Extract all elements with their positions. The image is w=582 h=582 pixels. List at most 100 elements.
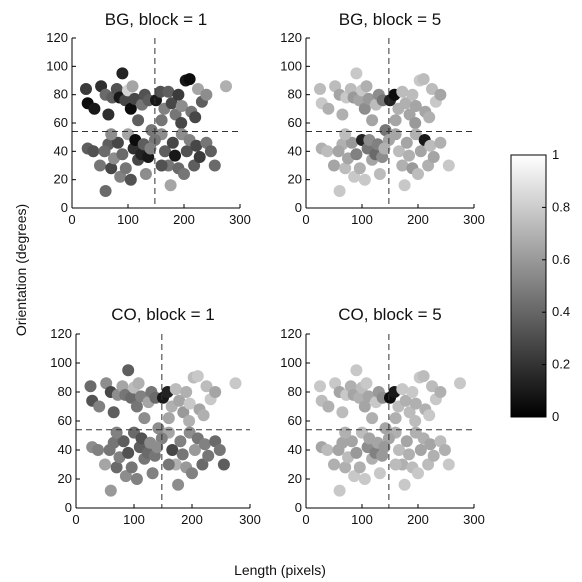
data-point	[406, 386, 419, 398]
data-point	[188, 444, 201, 456]
data-point	[162, 85, 175, 98]
y-tick-label: 0	[295, 200, 302, 215]
y-tick-label: 100	[280, 58, 302, 73]
data-point	[366, 114, 379, 127]
panel-title: BG, block = 1	[105, 10, 208, 29]
data-point	[198, 438, 211, 451]
data-point	[193, 151, 206, 163]
data-point	[119, 470, 132, 483]
data-point	[322, 400, 335, 413]
colorbar-gradient	[510, 154, 547, 418]
data-point	[177, 406, 190, 419]
x-tick-label: 200	[407, 212, 429, 227]
data-point	[409, 415, 422, 427]
scatter-panel: BG, block = 5 0 100 200 300 0 20 40 60 80 100 120	[280, 10, 485, 227]
data-point	[403, 406, 416, 419]
y-tick-label: 120	[280, 326, 302, 341]
data-point	[424, 438, 437, 451]
data-point	[348, 470, 361, 483]
data-point	[110, 426, 123, 439]
data-point	[406, 88, 419, 101]
data-point	[399, 394, 412, 407]
data-point	[389, 114, 402, 127]
data-point	[122, 364, 135, 377]
data-point	[162, 412, 175, 425]
y-tick-label: 120	[50, 326, 72, 341]
x-tick-label: 300	[463, 212, 485, 227]
x-tick-label: 0	[302, 512, 309, 527]
y-tick-label: 0	[295, 500, 302, 515]
data-point	[438, 444, 451, 456]
data-point	[183, 415, 196, 427]
data-point	[103, 444, 116, 456]
data-point	[426, 380, 438, 393]
data-point	[165, 97, 178, 110]
data-point	[423, 409, 436, 422]
y-tick-label: 40	[288, 143, 302, 158]
data-point	[88, 102, 101, 115]
x-tick-label: 0	[72, 512, 79, 527]
data-point	[345, 136, 358, 149]
data-point	[197, 409, 210, 422]
y-tick-label: 100	[46, 58, 68, 73]
data-point	[229, 377, 242, 390]
colorbar-ticks: 0 0.2 0.4 0.6 0.8 1	[542, 147, 570, 424]
data-point	[399, 97, 412, 110]
data-point	[353, 461, 366, 474]
data-point	[409, 100, 422, 112]
data-point	[176, 448, 189, 461]
data-point	[389, 458, 402, 471]
data-point	[169, 383, 182, 396]
data-point	[144, 142, 157, 155]
y-tick-label: 0	[65, 500, 72, 515]
data-point	[180, 386, 193, 398]
data-point	[412, 467, 424, 480]
colorbar-tick-label: 0.4	[552, 304, 570, 319]
data-point	[398, 478, 411, 491]
data-point	[328, 458, 340, 471]
data-point	[122, 446, 135, 459]
x-axis-label: Length (pixels)	[234, 562, 326, 578]
data-point	[414, 444, 427, 456]
y-tick-label: 80	[58, 384, 72, 399]
x-tick-label: 200	[181, 512, 203, 527]
panel-title: CO, block = 1	[111, 305, 214, 324]
y-tick-label: 20	[58, 471, 72, 486]
data-point	[422, 159, 435, 172]
data-point	[80, 83, 92, 95]
data-point	[345, 435, 358, 448]
data-point	[119, 94, 132, 107]
y-tick-label: 120	[46, 30, 68, 45]
x-tick-label: 200	[173, 212, 195, 227]
y-tick-label: 20	[288, 471, 302, 486]
data-point	[155, 159, 168, 172]
data-point	[422, 458, 435, 471]
colorbar: 0 0.2 0.4 0.6 0.8 1	[510, 147, 570, 424]
data-point	[360, 80, 373, 93]
y-tick-label: 80	[288, 384, 302, 399]
y-tick-label: 100	[50, 355, 72, 370]
data-point	[99, 185, 112, 197]
data-point	[373, 168, 386, 180]
data-point	[353, 94, 366, 107]
data-point	[162, 458, 175, 471]
y-tick-label: 20	[288, 172, 302, 187]
data-point	[92, 444, 104, 456]
data-point	[350, 67, 363, 80]
data-point	[178, 168, 190, 180]
scatter-panel: CO, block = 5 0 100 200 300 0 20 40 60 80 100 120	[280, 305, 485, 527]
colorbar-tick-label: 0	[552, 409, 559, 424]
data-point	[350, 148, 363, 161]
data-point	[424, 139, 437, 152]
data-point	[378, 142, 391, 155]
data-point	[423, 111, 436, 124]
data-point	[333, 484, 346, 497]
data-point	[333, 185, 346, 197]
data-point	[434, 136, 447, 149]
y-tick-label: 40	[58, 442, 72, 457]
colorbar-tick-label: 0.8	[552, 199, 570, 214]
data-point	[111, 136, 124, 149]
data-point	[366, 412, 379, 425]
data-point	[332, 145, 345, 158]
x-tick-label: 200	[407, 512, 429, 527]
